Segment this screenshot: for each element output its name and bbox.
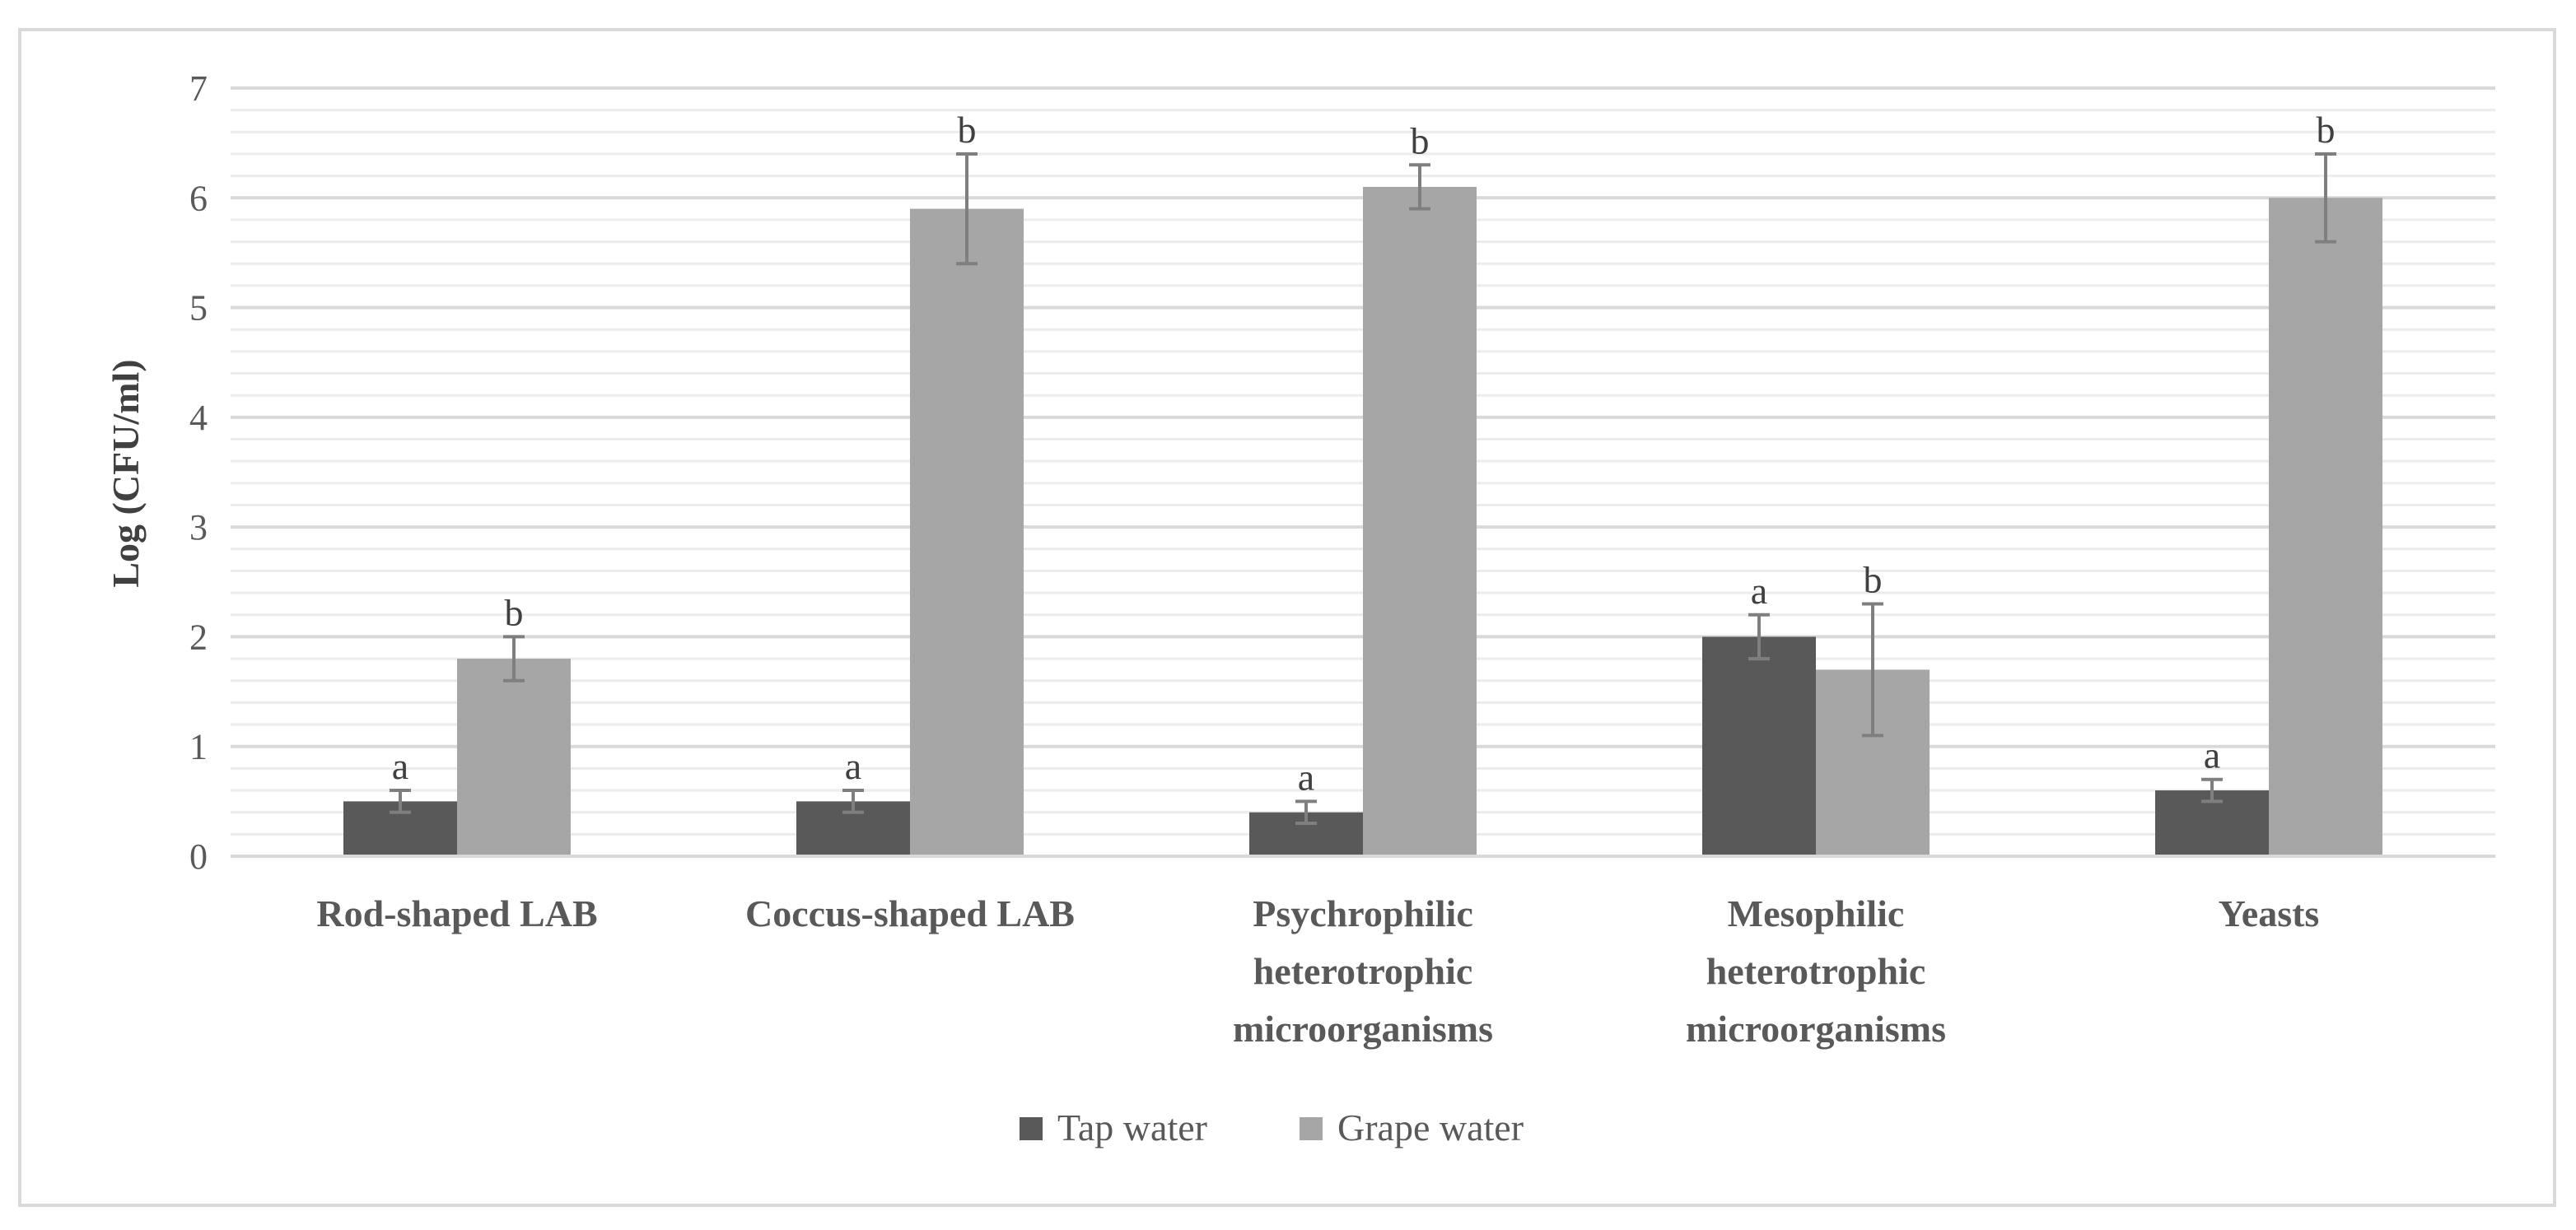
legend-label: Tap water (1057, 1107, 1207, 1148)
y-tick-label: 5 (189, 288, 208, 328)
y-tick-label: 1 (189, 727, 208, 767)
y-tick-label: 4 (189, 398, 208, 438)
error-bar (956, 151, 978, 266)
bars (343, 186, 2382, 857)
significance-label: b (1864, 558, 1883, 600)
y-axis-title: Log (CFU/ml) (105, 359, 147, 587)
significance-label: b (2317, 109, 2336, 151)
x-axis-categories: Rod-shaped LAB Coccus-shaped LAB Psychroph… (316, 892, 2319, 1050)
legend[interactable]: Tap water Grape water (1020, 1107, 1524, 1148)
error-bar (2201, 777, 2223, 804)
x-category-label: Coccus-shaped LAB (745, 892, 1075, 934)
bar-grape-water (2269, 198, 2382, 857)
x-category-label: Rod-shaped LAB (316, 892, 597, 934)
error-bar (1748, 613, 1770, 661)
y-axis-ticks: 0 1 2 3 4 5 6 7 (189, 68, 208, 877)
error-bar (390, 789, 411, 814)
legend-swatch (1020, 1117, 1043, 1140)
chart-frame (18, 28, 2556, 1207)
significance-label: b (505, 591, 524, 633)
significance-label: b (1411, 119, 1430, 161)
y-tick-label: 0 (189, 836, 208, 877)
legend-label: Grape water (1337, 1107, 1524, 1148)
y-tick-label: 2 (189, 617, 208, 657)
y-tick-label: 7 (189, 68, 208, 109)
error-bar (842, 789, 864, 814)
significance-label: a (1298, 756, 1314, 798)
bar-grape-water (910, 208, 1024, 857)
bar-grape-water (457, 659, 571, 856)
error-bars (390, 151, 2336, 826)
error-bar (1295, 799, 1317, 826)
significance-label: a (392, 745, 408, 787)
significance-labels: a b a b a b a b a b (392, 109, 2336, 798)
legend-item-tap-water[interactable]: Tap water (1020, 1107, 1207, 1148)
x-category-label: Yeasts (2219, 892, 2320, 934)
x-category-label: Mesophilic heterotrophic microorganisms (1686, 892, 1946, 1050)
error-bar (503, 635, 525, 683)
significance-label: a (2204, 734, 2220, 776)
significance-label: a (845, 745, 861, 787)
error-bar (2315, 151, 2336, 244)
error-bar (1409, 163, 1430, 211)
legend-swatch (1300, 1117, 1323, 1140)
legend-item-grape-water[interactable]: Grape water (1300, 1107, 1524, 1148)
bar-tap-water (1702, 636, 1816, 856)
significance-label: b (958, 109, 977, 151)
bar-grape-water (1363, 186, 1477, 856)
x-category-label: Psychrophilic heterotrophic microorganisms (1233, 892, 1493, 1050)
y-tick-label: 6 (189, 178, 208, 218)
error-bar (1862, 602, 1883, 738)
y-tick-label: 3 (189, 507, 208, 547)
significance-label: a (1751, 570, 1767, 612)
